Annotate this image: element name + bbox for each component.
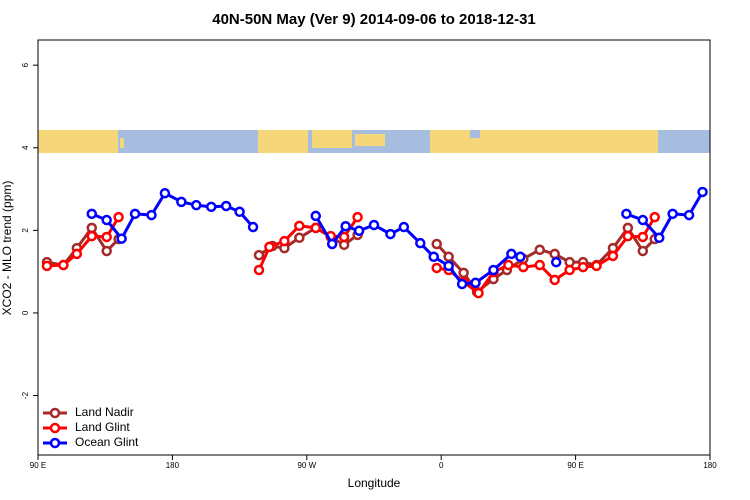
point <box>564 264 575 276</box>
x-tick-label: 180 <box>703 461 717 470</box>
series-line <box>46 225 656 295</box>
legend-marker <box>49 407 61 419</box>
point <box>456 278 468 290</box>
point <box>534 259 546 271</box>
point <box>443 260 454 272</box>
y-tick-label: 4 <box>21 145 30 150</box>
y-tick-label: -2 <box>21 391 30 399</box>
point <box>58 259 69 271</box>
point <box>86 222 98 234</box>
point <box>637 245 649 257</box>
chart-title: 40N-50N May (Ver 9) 2014-09-06 to 2018-1… <box>212 11 536 28</box>
point <box>518 261 529 273</box>
plot-frame <box>37 39 711 456</box>
y-tick-label: 2 <box>21 228 30 233</box>
x-tick-label: 90 E <box>567 461 583 470</box>
point <box>431 262 442 274</box>
legend-label: Land Nadir <box>75 405 134 419</box>
point <box>176 196 187 208</box>
point <box>101 245 112 257</box>
x-tick-label: 180 <box>166 461 180 470</box>
point <box>247 221 259 233</box>
point <box>577 261 589 273</box>
legend-marker <box>49 437 61 449</box>
point <box>86 230 98 242</box>
point <box>116 233 127 244</box>
point <box>353 225 365 237</box>
point <box>683 209 695 221</box>
point <box>191 199 202 211</box>
point <box>205 201 217 213</box>
point <box>506 248 517 260</box>
point <box>488 264 499 276</box>
point <box>253 249 265 261</box>
point <box>550 256 562 268</box>
x-tick-label: 0 <box>439 461 444 470</box>
point <box>71 248 83 260</box>
point <box>326 238 338 250</box>
point <box>385 228 396 240</box>
point <box>398 221 410 233</box>
point <box>253 264 265 276</box>
point <box>470 277 481 289</box>
point <box>338 231 350 243</box>
y-tick-label: 0 <box>21 310 30 315</box>
point <box>113 211 124 223</box>
point <box>234 206 245 218</box>
point <box>458 267 469 279</box>
point <box>415 237 426 249</box>
point <box>86 208 98 220</box>
point <box>653 232 665 244</box>
point <box>667 208 678 220</box>
point <box>473 287 484 299</box>
point <box>431 238 442 250</box>
point <box>549 248 560 260</box>
point <box>264 241 275 253</box>
legend-label: Ocean Glint <box>75 435 139 449</box>
point <box>310 210 322 222</box>
legend-marker <box>49 422 61 434</box>
legend-label: Land Glint <box>75 420 130 434</box>
map-strip <box>38 130 710 153</box>
point <box>637 231 649 243</box>
point <box>637 214 649 226</box>
point <box>428 251 439 263</box>
point <box>159 187 171 199</box>
y-axis-label: XCO2 - MLO trend (ppm) <box>0 181 14 316</box>
point <box>503 259 514 271</box>
point <box>622 230 634 242</box>
point <box>146 209 157 221</box>
point <box>607 250 619 262</box>
point <box>622 222 634 234</box>
point <box>443 251 454 263</box>
point <box>294 220 305 232</box>
point <box>591 260 602 272</box>
point <box>352 211 363 223</box>
y-tick-label: 6 <box>21 62 30 67</box>
point <box>621 208 632 220</box>
point <box>697 186 708 198</box>
x-axis-label: Longitude <box>348 476 401 490</box>
point <box>101 214 112 226</box>
point <box>534 244 546 256</box>
point <box>279 235 290 247</box>
x-tick-label: 90 E <box>30 461 46 470</box>
point <box>129 208 141 220</box>
point <box>649 211 660 223</box>
point <box>294 232 305 244</box>
point <box>549 274 560 286</box>
point <box>101 231 112 243</box>
point <box>368 219 380 231</box>
point <box>220 200 232 212</box>
x-tick-label: 90 W <box>297 461 316 470</box>
point <box>515 251 526 263</box>
point <box>310 222 322 234</box>
point <box>41 260 53 272</box>
point <box>340 220 351 232</box>
